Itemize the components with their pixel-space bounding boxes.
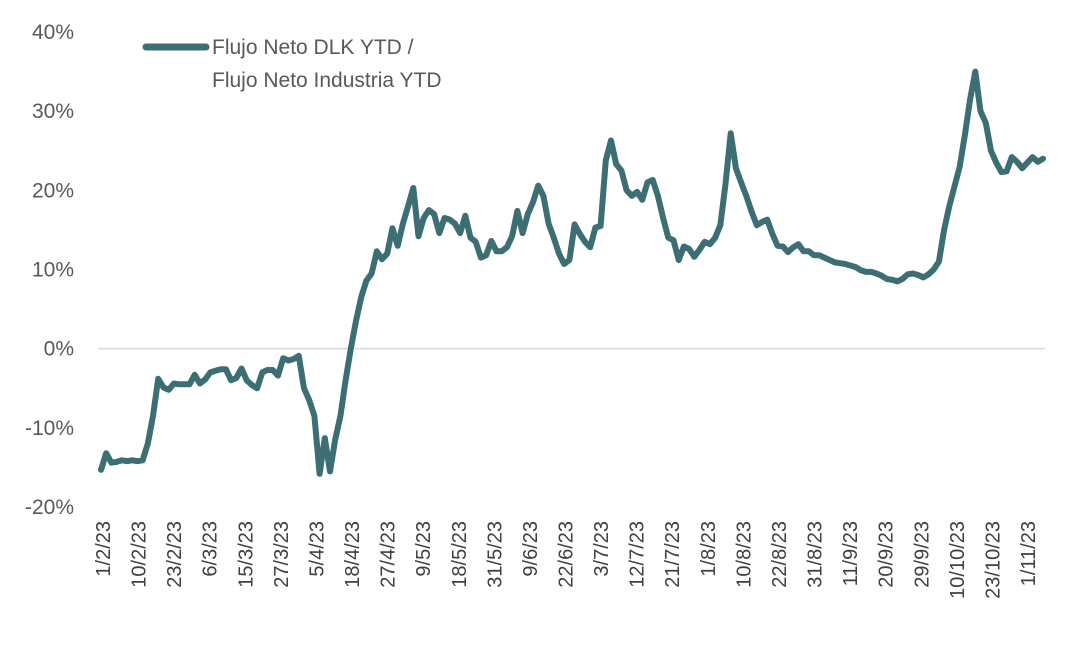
x-tick-label: 23/10/23: [982, 521, 1004, 599]
y-tick-label: 0%: [44, 338, 74, 361]
y-tick-label: 10%: [32, 259, 74, 282]
legend-label-line1: Flujo Neto DLK YTD /: [212, 36, 414, 59]
x-tick-label: 1/2/23: [93, 521, 115, 577]
x-tick-label: 21/7/23: [662, 521, 684, 588]
x-tick-label: 27/4/23: [378, 521, 400, 588]
x-tick-label: 3/7/23: [591, 521, 613, 577]
x-tick-label: 9/5/23: [413, 521, 435, 577]
x-tick-label: 29/9/23: [911, 521, 933, 588]
x-tick-label: 9/6/23: [520, 521, 542, 577]
x-tick-label: 31/8/23: [805, 521, 827, 588]
x-axis-ticks: 1/2/23 10/2/23 23/2/23 6/3/23 15/3/23 27/3/23…: [93, 521, 1040, 599]
y-tick-label: 30%: [32, 100, 74, 123]
x-tick-label: 18/5/23: [449, 521, 471, 588]
x-tick-label: 22/6/23: [556, 521, 578, 588]
x-tick-label: 22/8/23: [769, 521, 791, 588]
x-tick-label: 31/5/23: [484, 521, 506, 588]
x-tick-label: 10/2/23: [129, 521, 151, 588]
x-tick-label: 10/10/23: [947, 521, 969, 599]
y-tick-label: -10%: [25, 417, 74, 440]
y-tick-label: 40%: [32, 21, 74, 44]
x-tick-label: 23/2/23: [164, 521, 186, 588]
x-tick-label: 1/11/23: [1018, 521, 1040, 586]
x-tick-label: 1/8/23: [698, 521, 720, 577]
x-tick-label: 18/4/23: [342, 521, 364, 588]
y-tick-label: -20%: [25, 496, 74, 519]
x-tick-label: 5/4/23: [306, 521, 328, 577]
y-axis-ticks: 40% 30% 20% 10% 0% -10% -20%: [25, 21, 74, 519]
x-tick-label: 15/3/23: [235, 521, 257, 588]
legend: Flujo Neto DLK YTD / Flujo Neto Industri…: [142, 36, 442, 92]
x-tick-label: 10/8/23: [733, 521, 755, 588]
x-tick-label: 27/3/23: [271, 521, 293, 588]
x-tick-label: 11/9/23: [840, 521, 862, 586]
x-tick-label: 6/3/23: [200, 521, 222, 577]
legend-label-line2: Flujo Neto Industria YTD: [212, 69, 442, 92]
x-tick-label: 12/7/23: [627, 521, 649, 588]
x-tick-label: 20/9/23: [876, 521, 898, 588]
y-tick-label: 20%: [32, 179, 74, 202]
series-line: [98, 68, 1046, 477]
series-layer: [98, 68, 1046, 477]
